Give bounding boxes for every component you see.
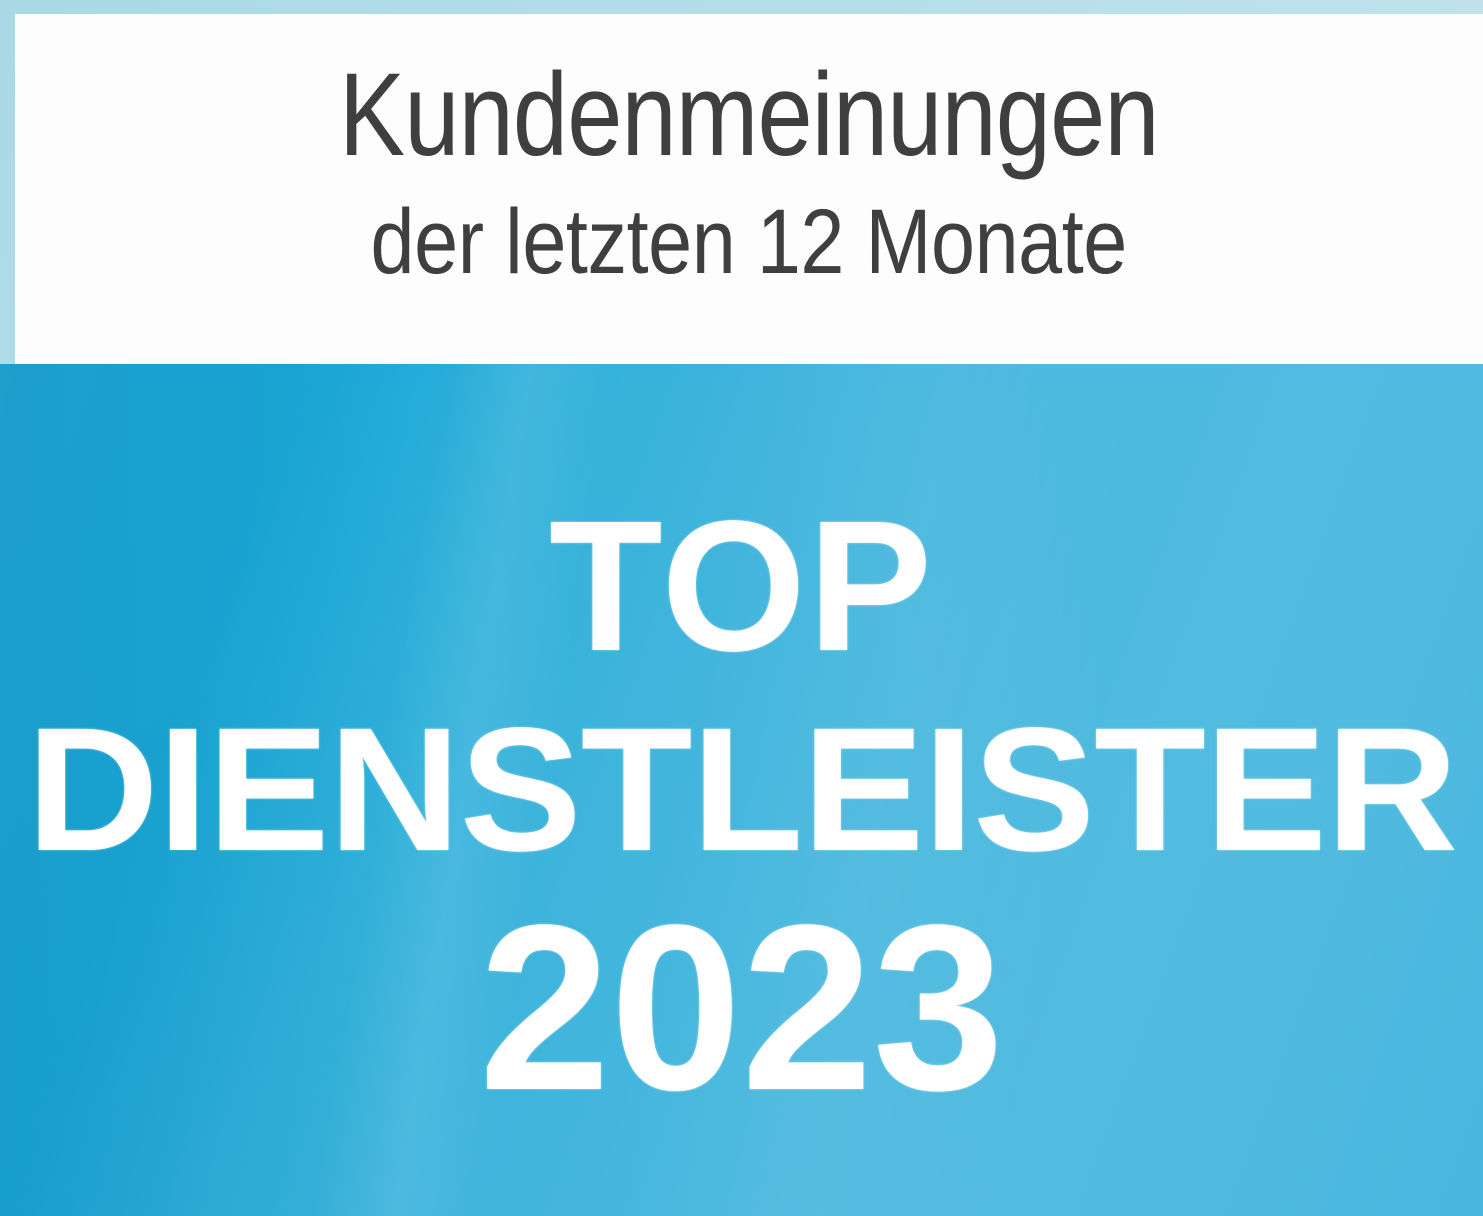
header-plaque: Kundenmeinungen der letzten 12 Monate: [15, 14, 1483, 364]
award-panel: TOP DIENSTLEISTER 2023: [0, 364, 1483, 1216]
award-wordmark: TOP DIENSTLEISTER 2023: [0, 364, 1483, 1216]
award-prefix: TOP: [549, 483, 934, 690]
page-title: Kundenmeinungen: [339, 49, 1159, 181]
award-category: DIENSTLEISTER: [26, 692, 1458, 888]
page-subtitle: der letzten 12 Monate: [370, 191, 1128, 293]
award-year: 2023: [478, 876, 1004, 1140]
